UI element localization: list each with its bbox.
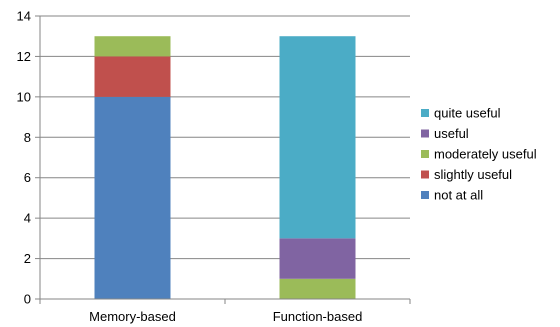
legend-swatch [421, 129, 429, 138]
legend-swatch [421, 150, 429, 158]
axes [35, 15, 411, 304]
y-tick-label: 6 [24, 170, 31, 185]
legend-label: slightly useful [434, 167, 512, 182]
y-tick-label: 14 [17, 9, 31, 24]
y-tick-label: 4 [24, 211, 31, 226]
legend-swatch [421, 109, 429, 117]
legend-label: moderately useful [434, 147, 537, 162]
bar-segment-useful [279, 238, 356, 279]
y-tick-label: 2 [24, 251, 31, 266]
y-tick-label: 8 [24, 130, 31, 145]
legend-label: useful [434, 126, 469, 141]
legend-label: not at all [434, 188, 483, 203]
y-tick-label: 12 [17, 49, 31, 64]
y-axis-ticks: 0 2 4 6 8 10 12 14 [17, 9, 31, 307]
legend: quite useful useful moderately useful sligh… [421, 106, 537, 203]
bar-segment-moderately-useful [94, 36, 171, 57]
bars [94, 36, 356, 299]
bar-segment-moderately-useful [279, 278, 356, 299]
legend-label: quite useful [434, 106, 501, 121]
bar-segment-not-at-all [94, 96, 171, 299]
bar-segment-quite-useful [279, 36, 356, 239]
y-tick-label: 0 [24, 292, 31, 307]
y-tick-label: 10 [17, 89, 31, 104]
x-tick-label: Function-based [273, 309, 363, 324]
legend-swatch [421, 191, 429, 199]
x-tick-label: Memory-based [89, 309, 176, 324]
bar-segment-slightly-useful [94, 56, 171, 97]
x-axis-labels: Memory-based Function-based [89, 309, 362, 324]
legend-swatch [421, 170, 429, 179]
